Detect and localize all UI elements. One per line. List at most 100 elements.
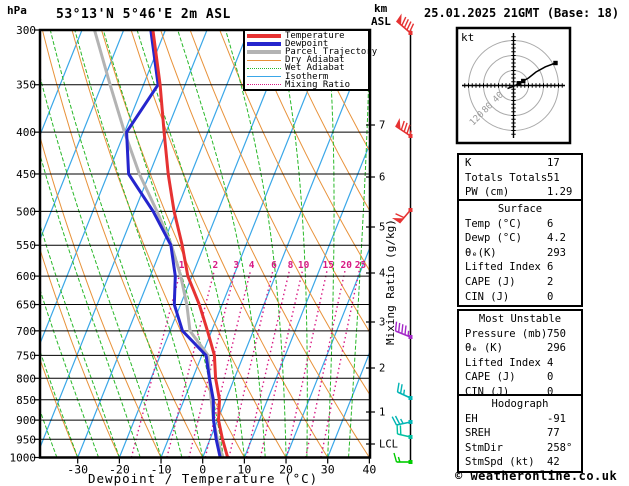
legend: Temperature Dewpoint Parcel Trajectory D… — [243, 29, 377, 91]
svg-text:350: 350 — [16, 79, 36, 92]
mixing-ratio-axis-title: Mixing Ratio (g/kg) — [384, 219, 397, 345]
table-row: StmDir 258° — [465, 441, 573, 454]
sounding-curves — [93, 30, 230, 458]
table-row: Lifted Index 4 — [465, 356, 554, 369]
table-row: θₑ (K) 296 — [465, 342, 566, 355]
svg-text:3: 3 — [379, 317, 385, 329]
svg-text:4: 4 — [379, 268, 385, 280]
svg-text:-10: -10 — [151, 463, 172, 477]
table-row: EH -91 — [465, 412, 566, 425]
legend-row: Temperature — [247, 31, 368, 42]
table-row: CIN (J) 0 — [465, 290, 554, 303]
table-row: StmSpd (kt) 42 — [465, 456, 560, 469]
svg-text:2: 2 — [379, 363, 385, 375]
table-row: Dewp (°C) 4.2 — [465, 232, 566, 245]
svg-text:450: 450 — [16, 168, 36, 181]
location-title: 53°13'N 5°46'E 2m ASL — [56, 7, 231, 22]
legend-line-sample — [247, 59, 281, 61]
table-row: CAPE (J) 2 — [465, 275, 554, 288]
indices-table: K 17 Totals Totals 51 PW (cm) 1.29 — [457, 153, 583, 203]
pressure-unit-label: hPa — [7, 4, 27, 17]
table-row: PW (cm) 1.29 — [465, 186, 573, 199]
most-unstable-table: Most Unstable Pressure (mb) 750 θₑ (K) 296… — [457, 309, 583, 403]
legend-label: Wet Adiabat — [285, 63, 345, 74]
svg-text:3: 3 — [233, 260, 239, 271]
svg-text:20: 20 — [340, 260, 352, 271]
svg-text:15: 15 — [322, 260, 334, 271]
wind-barb — [396, 382, 413, 400]
table-section-title: Most Unstable — [478, 313, 562, 325]
legend-line-sample — [247, 67, 281, 69]
legend-label: Temperature — [285, 31, 345, 42]
watermark: © weatheronline.co.uk — [455, 469, 618, 483]
svg-text:-30: -30 — [67, 463, 88, 477]
wind-barb — [396, 424, 413, 439]
legend-label: Mixing Ratio — [285, 79, 351, 90]
svg-text:550: 550 — [16, 239, 36, 252]
table-row: Lifted Index 6 — [465, 261, 554, 274]
km-axis-label: km — [374, 2, 388, 15]
table-row: Totals Totals 51 — [465, 171, 560, 184]
table-row: K 17 — [465, 157, 560, 169]
legend-row: Wet Adiabat — [247, 63, 368, 74]
wind-barb — [395, 117, 413, 138]
run-datetime: 25.01.2025 21GMT (Base: 18) — [424, 6, 620, 20]
svg-text:500: 500 — [16, 205, 36, 218]
series-temperature — [151, 30, 230, 458]
legend-label: Parcel Trajectory — [285, 47, 378, 58]
svg-text:800: 800 — [16, 372, 36, 385]
table-section-title: Surface — [497, 203, 543, 215]
table-row: SREH 77 — [465, 427, 560, 440]
table-row: θₑ(K) 293 — [465, 246, 566, 259]
svg-text:900: 900 — [16, 414, 36, 427]
svg-text:8: 8 — [288, 260, 294, 271]
legend-line-sample — [247, 84, 281, 86]
asl-axis-label: ASL — [371, 15, 391, 28]
series-parcel-trajectory — [93, 30, 225, 458]
svg-text:700: 700 — [16, 325, 36, 338]
wind-barb — [395, 13, 415, 35]
legend-line-sample — [247, 42, 281, 47]
svg-text:5: 5 — [379, 222, 385, 234]
legend-line-sample — [247, 50, 281, 55]
legend-label: Isotherm — [285, 71, 329, 82]
svg-text:400: 400 — [16, 126, 36, 139]
svg-text:300: 300 — [16, 24, 36, 37]
svg-text:10: 10 — [298, 260, 310, 271]
legend-row: Isotherm — [247, 71, 368, 82]
wind-barb — [394, 321, 413, 339]
svg-text:600: 600 — [16, 270, 36, 283]
legend-row: Parcel Trajectory — [247, 48, 377, 57]
svg-text:20: 20 — [279, 463, 293, 477]
svg-text:4: 4 — [249, 260, 255, 271]
legend-row: Mixing Ratio — [247, 79, 368, 90]
surface-table: Surface Temp (°C) 6 Dewp (°C) 4.2 θₑ(K) 293… — [457, 199, 583, 308]
legend-line-sample — [247, 76, 281, 78]
svg-text:7: 7 — [379, 120, 385, 132]
wind-barb — [391, 208, 413, 224]
legend-label: Dewpoint — [285, 39, 329, 50]
series-dewpoint — [125, 30, 222, 458]
svg-text:1: 1 — [379, 407, 385, 419]
svg-text:10: 10 — [237, 463, 251, 477]
svg-text:1000: 1000 — [10, 452, 37, 465]
table-row: Temp (°C) 6 — [465, 217, 554, 230]
svg-text:LCL: LCL — [379, 439, 398, 451]
svg-text:750: 750 — [16, 349, 36, 362]
svg-text:40: 40 — [362, 463, 376, 477]
legend-row: Dry Adiabat — [247, 55, 368, 66]
svg-text:1: 1 — [179, 260, 185, 271]
svg-text:6: 6 — [379, 172, 385, 184]
svg-text:2: 2 — [213, 260, 219, 271]
legend-line-sample — [247, 34, 281, 39]
svg-text:650: 650 — [16, 299, 36, 312]
legend-label: Dry Adiabat — [285, 55, 345, 66]
svg-text:-20: -20 — [109, 463, 130, 477]
svg-text:950: 950 — [16, 433, 36, 446]
hodograph-table: Hodograph EH -91 SREH 77 StmDir 258° StmSpd… — [457, 394, 583, 473]
table-section-title: Hodograph — [491, 398, 549, 410]
x-axis-title: Dewpoint / Temperature (°C) — [88, 471, 319, 486]
svg-text:850: 850 — [16, 394, 36, 407]
